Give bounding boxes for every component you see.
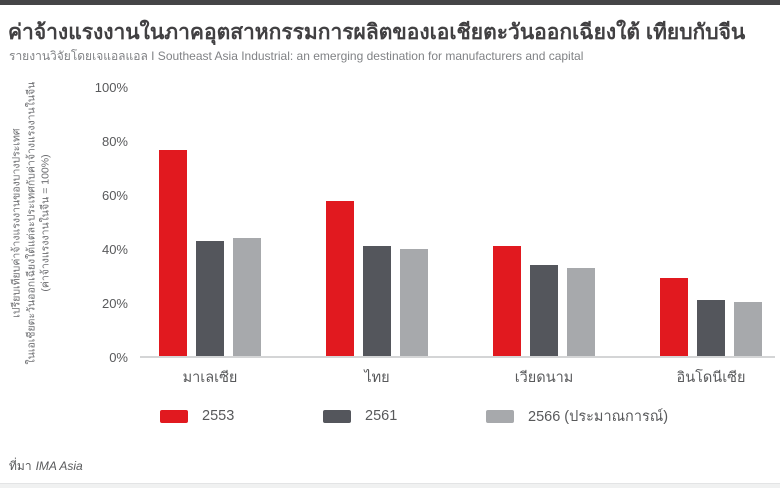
legend: 2553 2561 2566 (ประมาณการณ์) — [140, 407, 775, 425]
top-accent-bar — [0, 0, 780, 5]
bar — [400, 248, 428, 356]
bar — [530, 264, 558, 356]
y-axis-tick-label: 80% — [101, 134, 128, 149]
y-axis-title-line-1: เปรียบเทียบค่าจ้างแรงงานของบางประเทศ — [9, 128, 22, 318]
y-axis-title: เปรียบเทียบค่าจ้างแรงงานของบางประเทศ ในเ… — [2, 82, 60, 365]
y-axis-tick-label: 60% — [101, 188, 128, 203]
bar — [567, 267, 595, 356]
legend-label: 2553 — [202, 408, 235, 424]
legend-swatch — [160, 409, 188, 423]
bar — [363, 246, 391, 356]
bar — [196, 240, 224, 356]
legend-swatch — [323, 409, 351, 423]
bar — [233, 238, 261, 356]
bottom-edge-strip — [0, 483, 780, 488]
bar-group-1: มาเลเซีย — [159, 88, 261, 386]
y-axis-title-text: เปรียบเทียบค่าจ้างแรงงานของบางประเทศ ในเ… — [9, 82, 53, 365]
legend-label: 2561 — [365, 408, 398, 424]
y-axis-tick-label: 0% — [109, 350, 128, 365]
bar — [734, 302, 762, 356]
legend-item: 2561 — [323, 408, 486, 424]
y-axis-tick-label: 20% — [101, 296, 128, 311]
source-text: ที่มา IMA Asia — [9, 457, 83, 476]
x-axis-category-label: อินโดนีเซีย — [676, 370, 746, 386]
y-axis-title-line-2: ในเอเชียตะวันออกเฉียงใต้แต่ละประเทศกับค่… — [24, 81, 37, 365]
bar — [493, 246, 521, 356]
source-prefix: ที่มา — [9, 459, 32, 473]
bar — [159, 149, 187, 356]
legend-label: 2566 (ประมาณการณ์) — [528, 408, 669, 425]
x-axis-category-label: เวียดนาม — [514, 370, 574, 386]
y-axis-title-line-3: (ค่าจ้างแรงงานในจีน = 100%) — [39, 154, 52, 292]
page-subtitle: รายงานวิจัยโดยเจแอลแอล I Southeast Asia … — [9, 49, 584, 63]
y-axis-tick-label: 40% — [101, 242, 128, 257]
bar-group-3: เวียดนาม — [493, 88, 595, 386]
bar — [697, 299, 725, 356]
legend-swatch — [486, 409, 514, 423]
bar-group-4: อินโดนีเซีย — [660, 88, 762, 386]
x-axis-category-label: ไทย — [364, 370, 390, 386]
x-axis-category-label: มาเลเซีย — [182, 370, 238, 386]
legend-item: 2566 (ประมาณการณ์) — [486, 405, 668, 428]
y-axis-tick-label: 100% — [94, 80, 128, 95]
bar — [660, 278, 688, 356]
page-title: ค่าจ้างแรงงานในภาคอุตสาหกรรมการผลิตของเอ… — [8, 21, 746, 44]
bar — [326, 200, 354, 356]
legend-item: 2553 — [160, 408, 323, 424]
bar-group-2: ไทย — [326, 88, 428, 386]
y-axis-ticks: 100% 80% 60% 40% 20% 0% — [62, 81, 128, 365]
plot-area: มาเลเซีย ไทย เวียดนาม อินโดนีเซีย — [140, 88, 775, 386]
source-name: IMA Asia — [35, 459, 83, 473]
